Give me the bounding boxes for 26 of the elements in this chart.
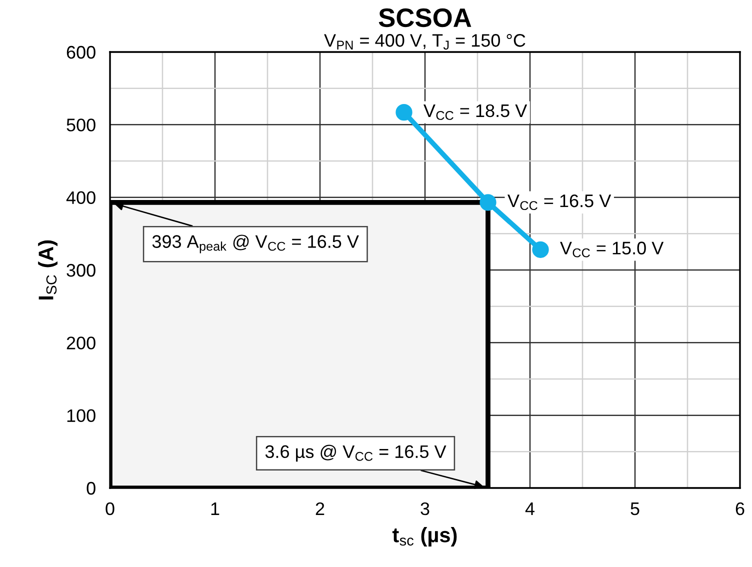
- y-tick-label: 300: [66, 264, 96, 277]
- point: [396, 104, 412, 121]
- annotation: 3.6 µs @ V$_{CC}$ = 16.5 V: [265, 444, 446, 462]
- y-tick-label: 500: [66, 118, 96, 132]
- x-tick-label: 0: [106, 502, 114, 516]
- point: [532, 241, 549, 258]
- y-tick-label: 400: [66, 191, 96, 204]
- x-tick-label: 3: [420, 502, 430, 516]
- y-tick-label: 200: [66, 336, 96, 350]
- y-tick-label: 100: [67, 409, 96, 422]
- chart-subtitle: V$_{PN}$ = 400 V, T$_{J}$ = 150 °C: [324, 34, 526, 50]
- x-tick-label: 6: [736, 502, 744, 516]
- y-axis-title: I$_{SC}$ (A): [38, 240, 58, 300]
- x-tick-label: 2: [316, 502, 324, 515]
- y-tick-label: 0: [86, 482, 96, 495]
- point: [480, 194, 496, 211]
- annotation: 393 A$_{peak}$ @ V$_{CC}$ = 16.5 V: [152, 234, 359, 254]
- x-tick-label: 4: [525, 502, 534, 515]
- annotation: V$_{CC}$ = 16.5 V: [508, 194, 612, 210]
- x-tick-label: 5: [630, 502, 640, 516]
- x-tick-label: 1: [211, 502, 220, 515]
- x-axis-title: t$_{sc}$ (µs): [392, 527, 457, 546]
- annotation: V$_{CC}$ = 18.5 V: [424, 104, 528, 120]
- annotation: V$_{CC}$ = 15.0 V: [560, 242, 664, 258]
- y-tick-label: 600: [66, 46, 96, 59]
- chart-title: SCSOA: [378, 8, 472, 28]
